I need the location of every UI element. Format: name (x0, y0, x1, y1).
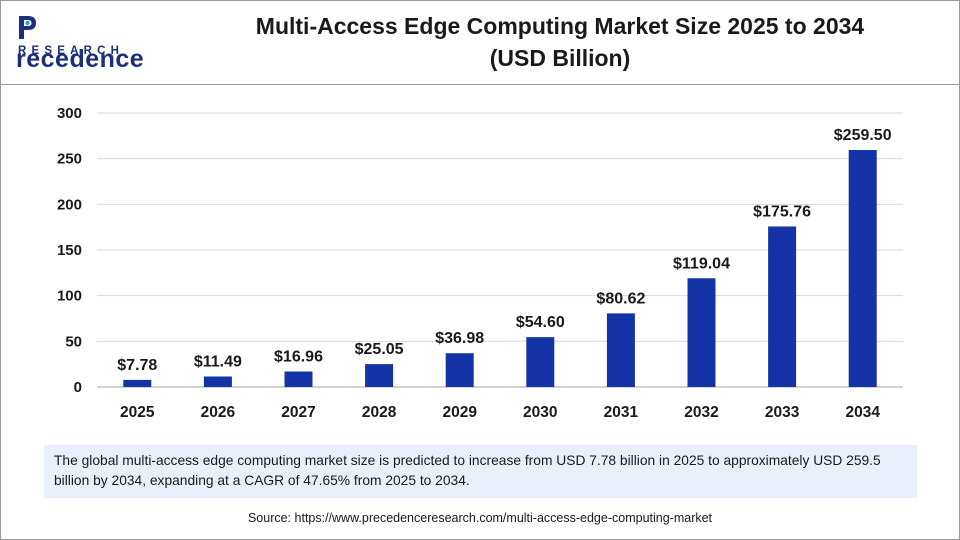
y-tick-label: 0 (74, 379, 82, 396)
y-tick-label: 150 (57, 242, 82, 259)
bar (526, 337, 555, 387)
logo-name-top: recedence (16, 45, 145, 73)
y-tick-label: 300 (57, 105, 82, 122)
data-label: $54.60 (516, 314, 565, 331)
data-label: $7.78 (117, 357, 157, 374)
x-tick-label: 2034 (845, 404, 880, 421)
logo-wordmark: recedence (16, 14, 166, 73)
data-label: $11.49 (194, 354, 242, 371)
data-label: $259.50 (834, 127, 892, 144)
bar (445, 353, 474, 387)
x-tick-label: 2026 (201, 404, 236, 421)
y-tick-label: 50 (65, 333, 82, 350)
bar (365, 364, 394, 387)
x-tick-label: 2025 (120, 404, 155, 421)
bar-chart: 0 50 100 150 200 250 300 $7.78 2025 $11.49 2026 $16… (57, 105, 903, 421)
x-tick-label: 2033 (765, 404, 800, 421)
y-tick-label: 100 (57, 288, 82, 305)
x-tick-label: 2030 (523, 404, 557, 421)
x-tick-label: 2031 (604, 404, 639, 421)
bar (284, 371, 313, 387)
chart-title-line2: (USD Billion) (489, 45, 631, 71)
logo-p-icon (19, 16, 36, 39)
bar (606, 313, 635, 387)
x-tick-label: 2028 (362, 404, 397, 421)
logo-name-bottom: RESEARCH (18, 45, 125, 57)
brand-logo: recedence RESEARCH (16, 14, 166, 73)
bar (768, 226, 797, 387)
header: recedence RESEARCH Multi-Access Edge Com… (0, 0, 960, 85)
bar (203, 376, 232, 387)
bar (123, 379, 152, 387)
data-label: $25.05 (355, 341, 404, 358)
bar (848, 149, 877, 387)
chart-title: Multi-Access Edge Computing Market Size … (200, 10, 920, 74)
data-label: $80.62 (596, 290, 645, 307)
data-label: $175.76 (753, 203, 811, 220)
chart-area: 0 50 100 150 200 250 300 $7.78 2025 $11.49 2026 $16… (0, 86, 960, 432)
y-tick-label: 200 (57, 196, 82, 213)
x-tick-label: 2032 (684, 404, 718, 421)
data-label: $36.98 (435, 330, 484, 347)
y-tick-label: 250 (57, 151, 82, 168)
data-label: $16.96 (274, 349, 323, 366)
bar (687, 278, 716, 387)
source-note: Source: https://www.precedenceresearch.c… (247, 511, 713, 525)
chart-title-line1: Multi-Access Edge Computing Market Size … (255, 13, 865, 39)
x-tick-label: 2029 (442, 404, 477, 421)
data-label: $119.04 (673, 255, 730, 272)
summary-box: The global multi-access edge computing m… (44, 445, 917, 498)
x-tick-label: 2027 (281, 404, 315, 421)
